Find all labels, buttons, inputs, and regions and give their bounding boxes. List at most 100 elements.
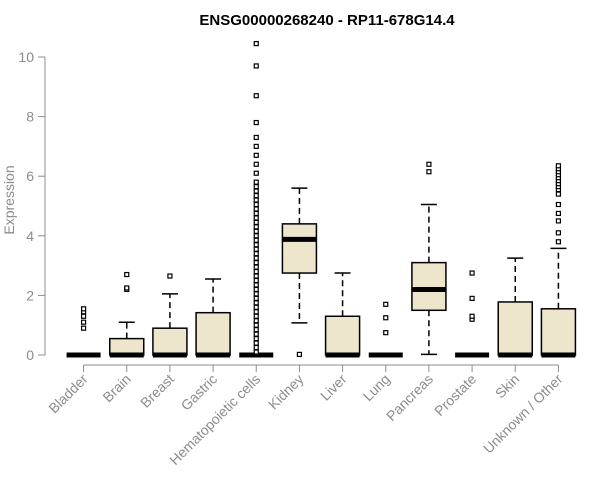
x-tick-label: Unknown / Other [480,371,566,457]
outlier-point [124,285,130,291]
outlier-point [253,192,259,199]
outlier-point [253,268,259,275]
box-body [540,308,577,356]
outlier-point [253,219,259,225]
box-group [455,270,490,358]
outlier-point [253,340,259,346]
outlier-point [253,327,259,333]
box-body [195,311,231,356]
y-tick-label: 0 [26,347,34,363]
box-group [540,163,577,358]
outlier-point [253,300,259,306]
box-group [152,273,188,358]
y-tick-label: 6 [26,168,34,184]
box-group [195,278,231,358]
box-body [152,327,188,356]
outlier-point [253,242,259,248]
x-tick-label: Lung [360,371,393,404]
outlier-point [469,270,475,276]
x-tick-label: Skin [492,371,523,402]
box-group [66,306,101,358]
outlier-point [253,277,259,284]
outlier-point [253,63,259,69]
box-group [281,187,318,358]
outlier-point [253,179,259,185]
outlier-point [555,218,562,224]
x-tick-label: Gastric [178,371,221,414]
box-body [324,315,361,356]
outlier-point [253,143,259,149]
outlier-point [383,301,389,307]
outlier-point [253,349,259,355]
outlier-point [253,161,259,167]
outlier-point [124,271,130,278]
outlier-point [253,170,259,176]
outlier-point [253,237,259,243]
x-tick-label: Kidney [265,371,307,413]
outlier-point [555,230,562,236]
outlier-point [167,273,173,279]
outlier-point [253,233,259,239]
outlier-point [253,210,259,217]
outlier-point [253,295,259,301]
outlier-point [469,313,475,319]
box-body [497,301,533,356]
outlier-point [426,169,432,175]
outlier-point [383,330,389,336]
outlier-point [555,191,562,197]
outlier-point [253,197,259,203]
outlier-point [80,325,87,331]
y-tick-label: 10 [18,49,34,65]
x-tick-label: Prostate [431,371,479,419]
outlier-point [253,255,259,261]
box-group [239,40,274,358]
x-tick-label: Pancreas [383,371,436,424]
outlier-point [253,93,259,99]
outlier-point [253,286,259,293]
box-body [281,223,318,274]
outlier-point [555,163,562,169]
outlier-point [253,318,259,324]
x-tick-label: Brain [99,371,133,405]
outlier-point [253,336,259,342]
outlier-point [253,215,259,221]
outlier-point [253,184,259,190]
outlier-point [253,134,259,141]
outlier-point [555,210,562,217]
outlier-point [253,309,259,315]
outlier-point [253,119,259,126]
outlier-point [80,306,87,312]
box-group [497,257,533,358]
outlier-point [253,291,259,297]
outlier-point [80,313,87,319]
outlier-point [253,313,259,319]
outlier-point [253,228,259,234]
outlier-point [253,273,259,279]
outlier-point [426,161,432,167]
box-group [324,272,361,358]
x-tick-label: Liver [317,371,350,404]
outlier-point [253,304,259,310]
outlier-point [253,188,259,194]
outlier-point [253,264,259,270]
outlier-point [253,224,259,230]
outlier-point [555,201,562,208]
boxes-layer [66,40,577,358]
outlier-point [555,239,562,245]
outlier-point [253,152,259,158]
outlier-point [253,40,259,47]
outlier-point [253,246,259,252]
y-tick-label: 2 [26,287,34,303]
outlier-point [253,251,259,257]
outlier-point [253,322,259,328]
axes-layer: 0 2 4 6 8 10 [18,49,559,372]
y-tick-label: 4 [26,228,34,244]
outlier-point [383,315,389,321]
outlier-point [253,260,259,266]
outlier-point [80,319,87,325]
x-tick-label: Bladder [45,371,91,417]
box-body [411,261,447,312]
outlier-point [253,344,259,351]
